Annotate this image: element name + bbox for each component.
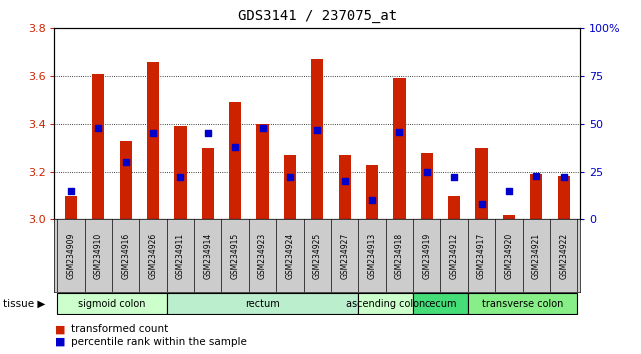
- Bar: [420, 153, 433, 219]
- Bar: [284, 155, 296, 219]
- Text: cecum: cecum: [424, 298, 457, 309]
- Point: [285, 175, 295, 180]
- Bar: [256, 124, 269, 219]
- Text: GSM234911: GSM234911: [176, 233, 185, 279]
- Text: GSM234919: GSM234919: [422, 233, 431, 279]
- Point: [476, 201, 487, 207]
- Point: [148, 131, 158, 136]
- Bar: [92, 74, 104, 219]
- Point: [230, 144, 240, 150]
- Text: GSM234917: GSM234917: [477, 233, 486, 279]
- Point: [531, 173, 542, 178]
- Text: transverse colon: transverse colon: [482, 298, 563, 309]
- Point: [340, 178, 350, 184]
- Point: [312, 127, 322, 132]
- Text: GSM234922: GSM234922: [559, 233, 568, 279]
- Text: GSM234912: GSM234912: [450, 233, 459, 279]
- Bar: [147, 62, 159, 219]
- Point: [258, 125, 268, 131]
- Text: GSM234910: GSM234910: [94, 233, 103, 279]
- Bar: [174, 126, 187, 219]
- Point: [558, 175, 569, 180]
- Point: [394, 129, 404, 135]
- Text: GSM234921: GSM234921: [532, 233, 541, 279]
- Bar: [530, 174, 542, 219]
- Bar: [65, 195, 77, 219]
- Point: [367, 198, 377, 203]
- Text: ■: ■: [54, 324, 65, 334]
- Text: ascending colon: ascending colon: [346, 298, 426, 309]
- Text: GSM234924: GSM234924: [285, 233, 294, 279]
- Bar: [311, 59, 324, 219]
- Text: GSM234923: GSM234923: [258, 233, 267, 279]
- Point: [121, 159, 131, 165]
- Text: rectum: rectum: [245, 298, 280, 309]
- Text: ■: ■: [54, 337, 65, 347]
- Bar: [413, 293, 468, 314]
- Text: GSM234909: GSM234909: [67, 233, 76, 279]
- Text: transformed count: transformed count: [71, 324, 168, 334]
- Text: GSM234927: GSM234927: [340, 233, 349, 279]
- Text: GSM234915: GSM234915: [231, 233, 240, 279]
- Bar: [558, 176, 570, 219]
- Text: sigmoid colon: sigmoid colon: [78, 298, 146, 309]
- Text: GSM234914: GSM234914: [203, 233, 212, 279]
- Point: [93, 125, 103, 131]
- Text: GSM234926: GSM234926: [149, 233, 158, 279]
- Point: [175, 175, 185, 180]
- Text: GSM234925: GSM234925: [313, 233, 322, 279]
- Text: percentile rank within the sample: percentile rank within the sample: [71, 337, 246, 347]
- Bar: [167, 293, 358, 314]
- Bar: [338, 155, 351, 219]
- Bar: [202, 148, 214, 219]
- Bar: [119, 141, 132, 219]
- Point: [203, 131, 213, 136]
- Bar: [366, 165, 378, 219]
- Text: tissue ▶: tissue ▶: [3, 298, 46, 309]
- Point: [66, 188, 76, 194]
- Point: [449, 175, 460, 180]
- Bar: [468, 293, 578, 314]
- Text: GDS3141 / 237075_at: GDS3141 / 237075_at: [238, 9, 397, 23]
- Bar: [57, 293, 167, 314]
- Bar: [503, 215, 515, 219]
- Bar: [394, 79, 406, 219]
- Point: [422, 169, 432, 175]
- Bar: [448, 195, 460, 219]
- Bar: [476, 148, 488, 219]
- Text: GSM234920: GSM234920: [504, 233, 513, 279]
- Bar: [229, 102, 241, 219]
- Text: GSM234913: GSM234913: [367, 233, 376, 279]
- Text: GSM234916: GSM234916: [121, 233, 130, 279]
- Text: GSM234918: GSM234918: [395, 233, 404, 279]
- Bar: [358, 293, 413, 314]
- Point: [504, 188, 514, 194]
